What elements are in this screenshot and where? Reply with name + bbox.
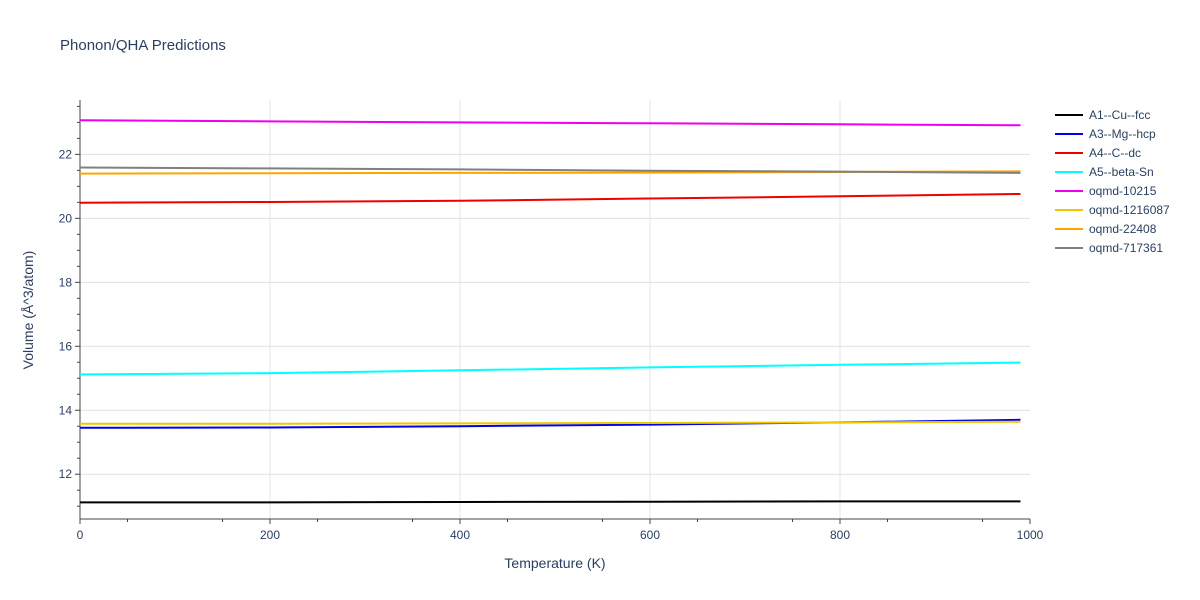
x-tick-label: 1000 bbox=[1017, 528, 1044, 542]
legend-item-A3--Mg--hcp[interactable]: A3--Mg--hcp bbox=[1055, 127, 1156, 141]
y-tick-label: 22 bbox=[59, 147, 73, 161]
grid bbox=[80, 100, 1030, 519]
series-line-oqmd-717361 bbox=[79, 166, 1021, 174]
series-line-oqmd-10215 bbox=[79, 119, 1021, 127]
legend-label: oqmd-717361 bbox=[1089, 241, 1163, 255]
legend-item-A4--C--dc[interactable]: A4--C--dc bbox=[1055, 146, 1141, 160]
legend-label: oqmd-10215 bbox=[1089, 184, 1157, 198]
x-tick-label: 200 bbox=[260, 528, 280, 542]
y-tick-label: 16 bbox=[59, 339, 73, 353]
y-tick-label: 18 bbox=[59, 275, 73, 289]
y-tick-label: 14 bbox=[59, 403, 73, 417]
series-line-oqmd-1216087 bbox=[80, 420, 1021, 425]
legend-label: oqmd-22408 bbox=[1089, 222, 1157, 236]
series-lines bbox=[79, 119, 1021, 504]
legend-item-A1--Cu--fcc[interactable]: A1--Cu--fcc bbox=[1055, 108, 1150, 122]
legend-label: A3--Mg--hcp bbox=[1089, 127, 1156, 141]
legend-item-oqmd-22408[interactable]: oqmd-22408 bbox=[1055, 222, 1157, 236]
y-axis-title: Volume (Å^3/atom) bbox=[20, 251, 36, 370]
legend-item-oqmd-717361[interactable]: oqmd-717361 bbox=[1055, 241, 1163, 255]
y-tick-label: 20 bbox=[59, 211, 73, 225]
x-tick-label: 400 bbox=[450, 528, 470, 542]
y-tick-label: 12 bbox=[59, 467, 73, 481]
series-line-A5--beta-Sn bbox=[79, 361, 1021, 376]
legend[interactable]: A1--Cu--fcc A3--Mg--hcp A4--C--dc A5--beta-… bbox=[1055, 108, 1170, 255]
legend-label: oqmd-1216087 bbox=[1089, 203, 1170, 217]
axes bbox=[75, 100, 1031, 524]
x-tick-label: 600 bbox=[640, 528, 660, 542]
legend-item-A5--beta-Sn[interactable]: A5--beta-Sn bbox=[1055, 165, 1154, 179]
legend-label: A4--C--dc bbox=[1089, 146, 1141, 160]
series-line-A1--Cu--fcc bbox=[80, 500, 1021, 504]
series-line-A4--C--dc bbox=[79, 193, 1021, 204]
legend-label: A5--beta-Sn bbox=[1089, 165, 1154, 179]
chart-title: Phonon/QHA Predictions bbox=[60, 37, 226, 54]
legend-label: A1--Cu--fcc bbox=[1089, 108, 1150, 122]
x-axis-title: Temperature (K) bbox=[504, 555, 605, 571]
tick-labels: 0 200 400 600 800 1000 12 14 16 18 20 22 bbox=[59, 147, 1044, 542]
legend-item-oqmd-10215[interactable]: oqmd-10215 bbox=[1055, 184, 1157, 198]
legend-item-oqmd-1216087[interactable]: oqmd-1216087 bbox=[1055, 203, 1170, 217]
x-tick-label: 0 bbox=[77, 528, 84, 542]
x-tick-label: 800 bbox=[830, 528, 850, 542]
